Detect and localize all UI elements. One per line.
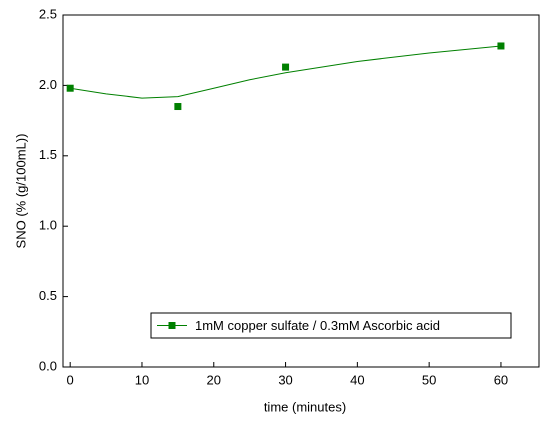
point — [497, 42, 505, 50]
y-tick-label: 1.0 — [39, 218, 57, 233]
y-tick-label: 0.0 — [39, 358, 57, 373]
point — [282, 63, 290, 71]
x-tick-label: 30 — [278, 372, 292, 387]
y-tick-label: 0.5 — [39, 288, 57, 303]
y-tick-label: 1.5 — [39, 147, 57, 162]
x-tick-label: 10 — [135, 372, 149, 387]
y-tick-label: 2.5 — [39, 6, 57, 21]
fit-line — [70, 45, 501, 99]
legend-marker — [168, 322, 176, 329]
x-axis-title: time (minutes) — [264, 399, 346, 414]
plot-frame — [62, 14, 540, 368]
x-tick-label: 50 — [422, 372, 436, 387]
x-tick-label: 40 — [350, 372, 364, 387]
x-tick-label: 60 — [494, 372, 508, 387]
legend-box — [150, 312, 512, 339]
point — [174, 103, 182, 111]
y-axis-title: SNO (% (g/100mL)) — [13, 134, 28, 249]
x-tick-label: 20 — [207, 372, 221, 387]
legend-label: 1mM copper sulfate / 0.3mM Ascorbic acid — [195, 318, 440, 333]
point — [66, 84, 74, 92]
y-tick-label: 2.0 — [39, 77, 57, 92]
x-tick-label: 0 — [67, 372, 74, 387]
